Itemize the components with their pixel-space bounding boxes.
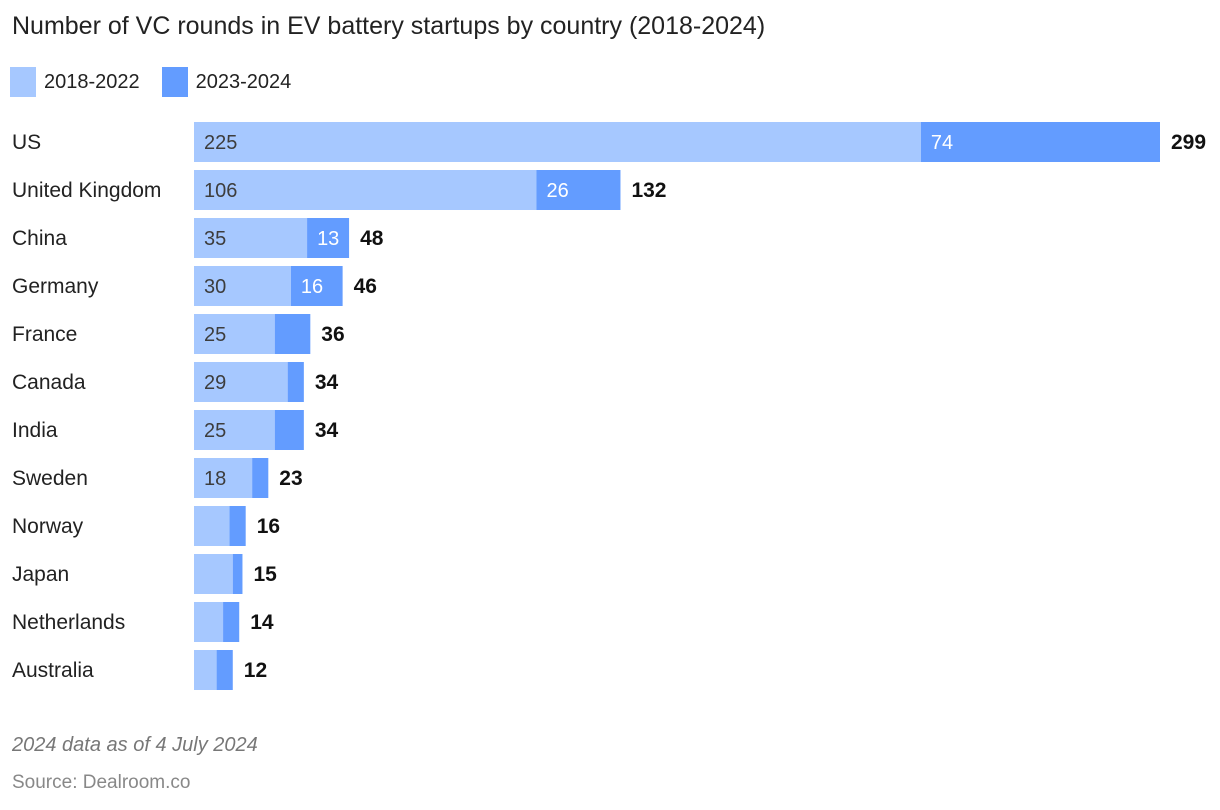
bar-segment <box>194 410 275 450</box>
legend-label-2018-2022: 2018-2022 <box>44 70 140 93</box>
data-label: 13 <box>317 228 339 250</box>
total-label: 15 <box>253 563 277 586</box>
total-label: 34 <box>315 371 339 394</box>
footnote: 2024 data as of 4 July 2024 <box>12 734 258 756</box>
bar-segment <box>194 122 921 162</box>
bar-segment <box>194 602 224 642</box>
bar-segment <box>229 506 246 546</box>
data-label: 29 <box>204 372 226 394</box>
bar-segment <box>194 362 288 402</box>
bar-segment <box>920 122 1160 162</box>
legend-item-2018-2022: 2018-2022 <box>10 67 140 97</box>
bar-segment <box>307 218 350 258</box>
category-label: United Kingdom <box>12 179 161 202</box>
bar-segment <box>194 554 233 594</box>
data-label: 25 <box>204 420 226 442</box>
legend-swatch-2023-2024 <box>161 67 188 97</box>
data-label: 30 <box>204 276 226 298</box>
category-label: France <box>12 323 77 346</box>
bar-segment <box>223 602 240 642</box>
bar-segment <box>290 266 343 306</box>
data-label: 26 <box>546 180 568 202</box>
legend-label-2023-2024: 2023-2024 <box>195 70 292 93</box>
chart-title: Number of VC rounds in EV battery startu… <box>12 12 766 40</box>
total-label: 46 <box>354 275 377 298</box>
category-label: India <box>12 419 58 442</box>
legend: 2018-2022 2023-2024 <box>10 66 313 98</box>
bar-segment <box>194 170 537 210</box>
category-label: Canada <box>12 371 86 394</box>
category-label: Japan <box>12 563 69 586</box>
data-label: 74 <box>931 132 953 154</box>
bar-chart: US 225 74 299 United Kingdom 106 26 132 China 35 1… <box>12 122 1206 690</box>
bar-segment <box>287 362 304 402</box>
bar-segment <box>274 410 304 450</box>
source-note: Source: Dealroom.co <box>12 772 191 793</box>
total-label: 48 <box>360 227 384 250</box>
total-label: 132 <box>631 179 666 202</box>
bar-segment <box>194 650 217 690</box>
total-label: 12 <box>244 659 267 682</box>
bar-segment <box>194 314 275 354</box>
total-label: 14 <box>250 611 274 634</box>
category-label: Netherlands <box>12 611 125 634</box>
legend-item-2023-2024: 2023-2024 <box>161 67 292 97</box>
category-label: Norway <box>12 515 84 538</box>
category-label: Sweden <box>12 467 88 490</box>
data-label: 25 <box>204 324 226 346</box>
total-label: 34 <box>315 419 339 442</box>
data-label: 18 <box>204 468 226 490</box>
data-label: 225 <box>204 132 237 154</box>
bar-segment <box>216 650 233 690</box>
total-label: 23 <box>279 467 302 490</box>
data-label: 35 <box>204 228 226 250</box>
legend-swatch-2018-2022 <box>10 67 36 97</box>
category-label: Australia <box>12 659 94 682</box>
bar-segment <box>194 458 253 498</box>
category-label: China <box>12 227 67 250</box>
total-label: 36 <box>321 323 344 346</box>
category-label: US <box>12 131 41 154</box>
total-label: 16 <box>257 515 280 538</box>
category-label: Germany <box>12 275 99 298</box>
total-label: 299 <box>1171 131 1206 154</box>
bar-segment <box>252 458 269 498</box>
bar-segment <box>536 170 621 210</box>
data-label: 106 <box>204 180 237 202</box>
bar-segment <box>232 554 243 594</box>
bar-segment <box>194 266 291 306</box>
bar-segment <box>194 506 230 546</box>
bar-segment <box>274 314 311 354</box>
bar-segment <box>194 218 308 258</box>
data-label: 16 <box>301 276 323 298</box>
